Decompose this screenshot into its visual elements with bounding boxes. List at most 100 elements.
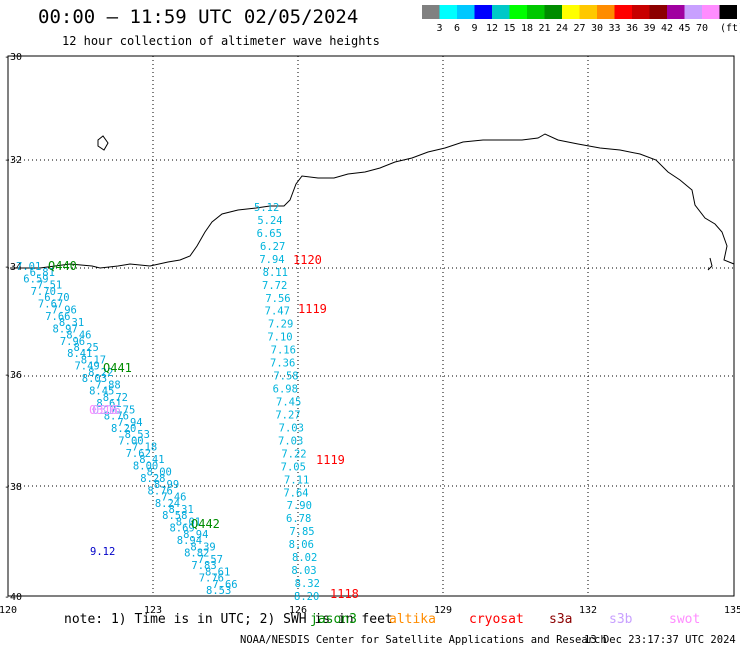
wave-height-label: 7.76 <box>199 573 224 585</box>
wave-height-label: 8.00 <box>147 467 172 479</box>
lat-tick-label: -38 <box>4 482 22 493</box>
legend-swatch <box>527 5 545 19</box>
legend-swatch <box>632 5 650 19</box>
legend-swatch <box>684 5 702 19</box>
cape <box>707 257 713 271</box>
wave-height-label: 8.41 <box>67 348 92 360</box>
wave-height-label: 7.85 <box>289 526 314 538</box>
wave-height-label: 8.00 <box>133 460 158 472</box>
wave-height-label: 8.69 <box>169 523 194 535</box>
legend-swatch <box>439 5 457 19</box>
wave-height-label: 9.12 <box>90 546 115 558</box>
legend-swatch <box>614 5 632 19</box>
satellite-cryosat: cryosat <box>469 612 524 627</box>
map-frame <box>7 55 735 597</box>
wave-height-label: 8.58 <box>162 510 187 522</box>
pass-label: Q440 <box>48 259 77 273</box>
legend-swatch <box>474 5 492 19</box>
lon-tick-label: 135 <box>724 605 740 616</box>
legend-label: 9 <box>471 23 477 34</box>
legend-label: 36 <box>626 23 638 34</box>
wave-height-label: 7.56 <box>265 293 290 305</box>
wave-height-label: 7.29 <box>268 319 293 331</box>
altimeter-tracks: 7.016.816.597.517.706.707.677.967.668.31… <box>16 202 320 603</box>
wave-height-label: 8.61 <box>96 398 121 410</box>
wave-height-label: 7.03 <box>278 435 303 447</box>
lat-tick-label: -32 <box>4 155 22 166</box>
wave-height-label: 8.72 <box>103 392 128 404</box>
wave-height-label: 7.94 <box>259 254 284 266</box>
wave-height-label: 8.28 <box>140 473 165 485</box>
wave-height-label: 7.22 <box>281 448 306 460</box>
pass-label: Q441 <box>103 361 132 375</box>
wave-height-label: 8.82 <box>184 548 209 560</box>
wave-height-label: 8.32 <box>295 578 320 590</box>
wave-height-label: 6.59 <box>23 273 48 285</box>
wave-height-label: 8.22 <box>88 367 113 379</box>
wave-height-label: 8.24 <box>155 498 180 510</box>
wave-height-label: 7.96 <box>52 305 77 317</box>
legend-swatch <box>422 5 440 19</box>
wave-height-label: 7.64 <box>283 487 308 499</box>
legend-swatch <box>579 5 597 19</box>
wave-height-label: 8.53 <box>125 429 150 441</box>
wave-height-label: 8.17 <box>81 354 106 366</box>
wave-height-label: 6.78 <box>286 513 311 525</box>
wave-height-label: 5.24 <box>257 215 282 227</box>
legend-swatch <box>597 5 615 19</box>
credit-line: NOAA/NESDIS Center for Satellite Applica… <box>240 634 607 646</box>
wave-height-label: 8.11 <box>263 267 288 279</box>
pass-label: 1119 <box>316 453 345 467</box>
wave-height-label: 7.66 <box>45 311 70 323</box>
wave-height-label: 7.05 <box>281 461 306 473</box>
wave-height-label: 7.90 <box>287 500 312 512</box>
wave-height-label: 7.96 <box>60 336 85 348</box>
wave-height-label: 8.45 <box>89 386 114 398</box>
wave-height-label: 6.81 <box>30 267 55 279</box>
wave-height-label: 7.01 <box>16 261 41 273</box>
wave-height-label: 8.31 <box>59 317 84 329</box>
wave-height-label: 8.76 <box>148 485 173 497</box>
wave-height-label: 8.25 <box>74 342 99 354</box>
wave-height-label: 8.41 <box>139 454 164 466</box>
wave-height-label: 7.45 <box>276 397 301 409</box>
wave-height-label: 7.66 <box>212 579 237 591</box>
wave-height-label: 8.53 <box>206 585 231 597</box>
lon-tick-label: 123 <box>144 605 162 616</box>
wave-height-label: 8.94 <box>177 535 202 547</box>
timestamp: 13 Dec 23:17:37 UTC 2024 <box>584 634 736 646</box>
satellite-jason3: jason3 <box>310 612 357 627</box>
wave-height-label: 7.36 <box>270 358 295 370</box>
wave-height-label: 7.58 <box>273 371 298 383</box>
legend-swatch <box>544 5 562 19</box>
wave-height-label: 7.67 <box>38 298 63 310</box>
wave-height-label: 7.10 <box>267 332 292 344</box>
legend-label: 24 <box>556 23 568 34</box>
wave-height-label: 7.47 <box>265 306 290 318</box>
wave-height-label: 8.03 <box>82 373 107 385</box>
wave-height-label: 8.01 <box>176 516 201 528</box>
lat-tick-label: -30 <box>4 52 22 63</box>
legend-label: 6 <box>454 23 460 34</box>
legend-swatch <box>509 5 527 19</box>
lon-tick-label: 120 <box>0 605 17 616</box>
legend-swatch <box>649 5 667 19</box>
wave-height-label: 8.99 <box>154 479 179 491</box>
legend-label: 15 <box>503 23 515 34</box>
legend-swatch <box>492 5 510 19</box>
map-title: 00:00 – 11:59 UTC 02/05/2024 <box>38 6 359 28</box>
legend-unit: (ft) <box>720 23 740 34</box>
map-subtitle: 12 hour collection of altimeter wave hei… <box>62 34 380 48</box>
lon-tick-label: 126 <box>289 605 307 616</box>
wave-height-label: 7.70 <box>31 286 56 298</box>
wave-height-label: 8.02 <box>292 552 317 564</box>
lon-tick-label: 129 <box>434 605 452 616</box>
wave-height-label: 7.75 <box>110 404 135 416</box>
wave-height-label: 8.61 <box>205 566 230 578</box>
legend-label: 70 <box>696 23 708 34</box>
island <box>97 135 109 151</box>
wave-height-label: 7.88 <box>95 379 120 391</box>
pass-label: 1120 <box>293 253 322 267</box>
wave-height-label: 8.20 <box>294 591 319 603</box>
